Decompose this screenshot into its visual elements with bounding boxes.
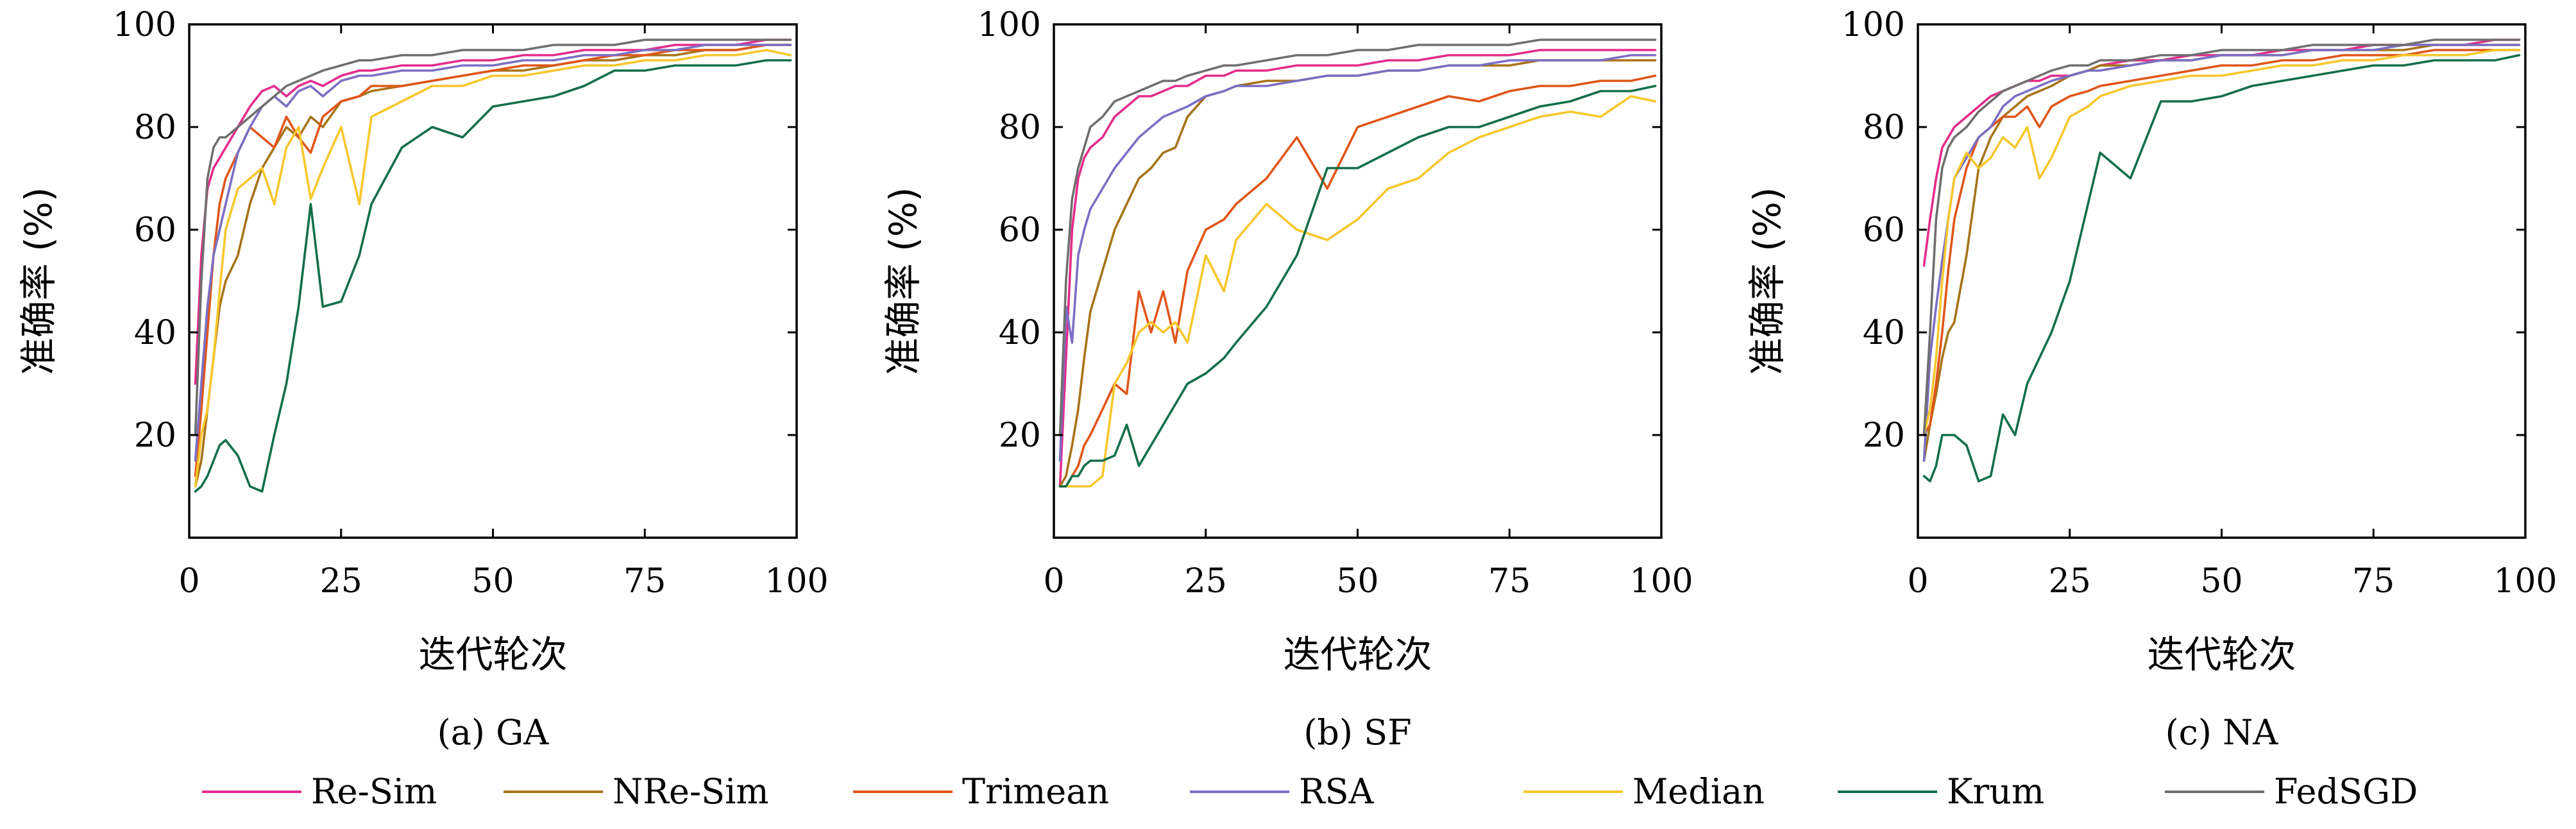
x-tick-label: 25: [2049, 562, 2091, 601]
x-tick-label: 50: [471, 562, 514, 601]
legend-label-rsa: RSA: [1299, 771, 1375, 812]
x-tick-label: 100: [765, 562, 828, 601]
y-tick-label: 40: [1863, 314, 1905, 352]
series-line-krum: [194, 59, 792, 493]
x-axis-label: 迭代轮次: [1283, 633, 1432, 676]
y-tick-label: 20: [134, 416, 176, 455]
series-line-fedsgd: [1922, 38, 2521, 436]
y-tick-label: 40: [999, 314, 1041, 352]
x-tick-label: 0: [178, 562, 199, 601]
series-line-rsa: [194, 44, 792, 462]
y-axis-label: 准确率 (%): [17, 187, 60, 375]
chart-panel-3: 0 25 50 75 100 20 40 60 80 100 迭代轮次 准确率 (%) (c) NA: [1745, 6, 2557, 753]
series-line-re-sim: [1922, 38, 2521, 267]
legend-label-re-sim: Re-Sim: [311, 771, 437, 812]
series-line-trimean: [1058, 74, 1657, 488]
x-tick-label: 50: [1336, 562, 1378, 601]
y-tick-label: 60: [1863, 211, 1905, 250]
series-line-re-sim: [1058, 49, 1657, 488]
legend-label-krum: Krum: [1947, 771, 2044, 812]
series-line-krum: [1922, 54, 2521, 483]
x-tick-label: 25: [1185, 562, 1227, 601]
series-line-nre-sim: [1922, 44, 2521, 462]
series-line-trimean: [194, 44, 792, 477]
panel-caption: (c) NA: [2165, 712, 2279, 753]
series-line-krum: [1058, 85, 1657, 488]
legend-label-nre-sim: NRe-Sim: [613, 771, 769, 812]
y-tick-label: 100: [113, 6, 176, 44]
y-tick-label: 60: [999, 211, 1041, 250]
legend-label-fedsgd: FedSGD: [2274, 771, 2418, 812]
x-tick-label: 75: [1488, 562, 1530, 601]
x-tick-label: 0: [1907, 562, 1928, 601]
x-axis-label: 迭代轮次: [418, 633, 567, 676]
series-line-trimean: [1922, 49, 2521, 436]
series-line-median: [1922, 49, 2521, 436]
series-line-median: [194, 49, 792, 488]
panel-caption: (b) SF: [1303, 712, 1411, 753]
legend-label-median: Median: [1632, 771, 1765, 812]
series-line-fedsgd: [1058, 38, 1657, 436]
y-tick-label: 80: [999, 108, 1041, 147]
x-tick-label: 100: [1629, 562, 1693, 601]
y-tick-label: 60: [134, 211, 176, 250]
x-tick-label: 50: [2200, 562, 2242, 601]
x-tick-label: 25: [320, 562, 362, 601]
series-line-nre-sim: [194, 44, 792, 488]
chart-panel-1: 0 25 50 75 100 20 40 60 80 100 迭代轮次 准确率 (%) (a) GA: [17, 6, 829, 753]
series-line-fedsgd: [194, 38, 792, 436]
x-tick-label: 75: [2352, 562, 2394, 601]
panel-caption: (a) GA: [437, 712, 550, 753]
y-tick-label: 100: [1842, 6, 1905, 44]
legend: Re-Sim NRe-Sim Trimean RSA Median Krum FedSGD: [202, 771, 2418, 812]
x-tick-label: 75: [623, 562, 666, 601]
chart-panel-2: 0 25 50 75 100 20 40 60 80 100 迭代轮次 准确率 (%) (b) SF: [881, 6, 1693, 753]
y-tick-label: 80: [134, 108, 176, 147]
y-tick-label: 100: [978, 6, 1041, 44]
series-line-re-sim: [194, 38, 792, 385]
x-tick-label: 0: [1043, 562, 1064, 601]
y-tick-label: 20: [999, 416, 1041, 455]
series-line-median: [1058, 95, 1657, 488]
y-tick-label: 40: [134, 314, 176, 352]
series-line-rsa: [1058, 54, 1657, 462]
x-tick-label: 100: [2493, 562, 2557, 601]
y-tick-label: 80: [1863, 108, 1905, 147]
x-axis-label: 迭代轮次: [2147, 633, 2296, 676]
y-axis-label: 准确率 (%): [881, 187, 925, 375]
y-axis-label: 准确率 (%): [1745, 187, 1789, 375]
series-line-nre-sim: [1058, 59, 1657, 488]
y-tick-label: 20: [1863, 416, 1905, 455]
legend-label-trimean: Trimean: [962, 771, 1109, 812]
